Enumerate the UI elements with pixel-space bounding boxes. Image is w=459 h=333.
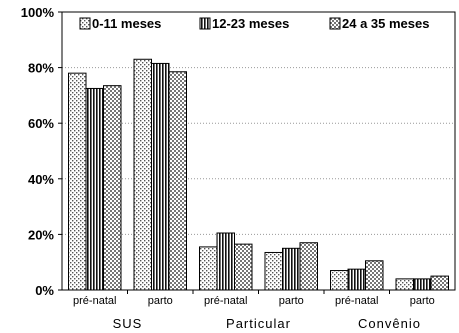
x-tick-label: pré-natal [204,295,247,307]
legend-swatch [199,17,211,30]
bar [133,58,152,291]
x-tick-label: pré-natal [73,295,116,307]
bar [85,87,104,291]
bar [395,278,414,291]
bar [264,251,283,291]
group-label: Particular [226,316,291,331]
x-tick-label: parto [148,295,173,307]
bar [330,270,349,291]
group-label: SUS [113,316,143,331]
bar [347,268,366,291]
group-label: Convênio [358,316,421,331]
legend-swatch [329,17,341,30]
y-tick-label: 80% [28,61,54,76]
bar [199,246,218,291]
bar [365,260,384,291]
bar [103,85,122,291]
y-tick-label: 20% [28,227,54,242]
bar [299,242,318,291]
bar [168,71,187,291]
x-tick-label: parto [410,295,435,307]
bar [151,62,170,291]
legend-label: 12-23 meses [212,16,289,31]
bar [68,72,87,291]
y-tick-label: 60% [28,116,54,131]
bars [68,58,449,291]
bar [216,232,235,291]
legend-swatch [79,17,91,30]
bar [282,247,301,291]
bar [413,278,432,291]
y-tick-label: 0% [35,283,54,298]
axes: 0% 20% 40% 60% 80% 100% pré-natal parto pré-nata… [21,5,456,331]
legend: 0-11 meses 12-23 meses 24 a 35 meses [79,16,429,31]
x-tick-label: pré-natal [335,295,378,307]
grid-lines [62,67,455,235]
y-tick-label: 100% [21,5,55,20]
bar [430,275,449,291]
y-tick-label: 40% [28,172,54,187]
legend-label: 24 a 35 meses [342,16,429,31]
x-tick-label: parto [279,295,304,307]
bar [234,243,253,291]
legend-label: 0-11 meses [92,16,161,31]
